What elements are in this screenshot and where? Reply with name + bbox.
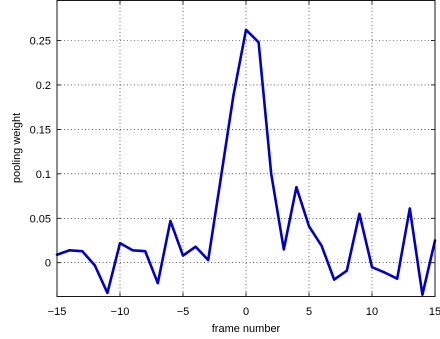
x-tick-label: 15 <box>429 306 440 318</box>
y-tick-label: 0.2 <box>36 80 51 92</box>
y-axis-label: pooling weight <box>11 113 23 183</box>
y-tick-label: 0.1 <box>36 169 51 181</box>
x-tick-label: 0 <box>243 306 249 318</box>
x-tick-label: 10 <box>366 306 378 318</box>
x-tick-label: −10 <box>111 306 130 318</box>
series-layer <box>55 28 437 297</box>
x-tick-label: −15 <box>48 306 67 318</box>
y-tick-label: 0.25 <box>30 36 51 48</box>
y-tick-label: 0.05 <box>30 213 51 225</box>
y-tick-label: 0 <box>45 258 51 270</box>
series-line <box>55 28 437 297</box>
y-tick-label: 0.15 <box>30 124 51 136</box>
grid <box>57 0 435 297</box>
x-axis-label: frame number <box>212 323 281 335</box>
x-tick-label: 5 <box>306 306 312 318</box>
x-tick-label: −5 <box>177 306 190 318</box>
ticks: −15 −10 −5 0 5 10 15 0 0.05 0.1 0.15 0.2 0.25 <box>30 0 440 318</box>
